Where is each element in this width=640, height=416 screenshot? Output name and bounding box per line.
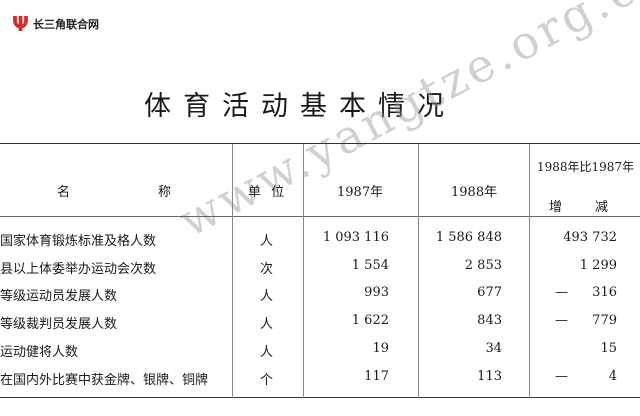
watermark: www.yangtze.org.cn — [170, 0, 640, 248]
table-top-rule — [0, 143, 640, 144]
row-change: 15 — [600, 341, 617, 356]
row-1988: 1 586 848 — [435, 230, 502, 245]
row-change: 1 299 — [579, 258, 617, 273]
header-1988: 1988年 — [451, 185, 498, 200]
header-change-increase: 增 — [549, 200, 563, 215]
row-unit: 人 — [260, 234, 274, 249]
row-1988: 2 853 — [464, 258, 502, 273]
row-1987: 117 — [364, 369, 389, 384]
row-unit: 次 — [260, 262, 274, 277]
column-divider — [232, 144, 233, 398]
row-change: 4 — [608, 369, 617, 384]
row-unit: 人 — [260, 289, 274, 304]
row-change-sign: — — [555, 285, 568, 300]
row-1987: 993 — [364, 285, 389, 300]
header-change-decrease: 减 — [595, 200, 609, 215]
row-1987: 19 — [372, 341, 389, 356]
page-title: 体育活动基本情况 — [144, 91, 456, 122]
row-unit: 个 — [260, 373, 274, 388]
row-1987: 1 093 116 — [322, 230, 389, 245]
column-divider — [418, 144, 419, 398]
row-name: 在国内外比赛中获金牌、银牌、铜牌 — [0, 373, 209, 388]
header-1987: 1987年 — [337, 185, 384, 200]
row-change-sign: — — [555, 313, 568, 328]
row-unit: 人 — [260, 317, 274, 332]
row-change-sign: — — [555, 369, 568, 384]
header-name-right: 称 — [158, 185, 172, 200]
column-divider — [303, 144, 304, 398]
header-rule — [0, 216, 640, 217]
row-1988: 113 — [477, 369, 502, 384]
row-1988: 34 — [485, 341, 502, 356]
row-unit: 人 — [260, 345, 274, 360]
row-change: 316 — [592, 285, 617, 300]
table-bottom-rule — [0, 397, 640, 398]
row-change: 493 732 — [563, 230, 617, 245]
row-name: 等级裁判员发展人数 — [0, 317, 118, 332]
column-divider — [529, 144, 530, 398]
header-name-left: 名 — [57, 185, 71, 200]
row-1988: 843 — [477, 313, 502, 328]
header-unit: 单 位 — [248, 185, 285, 200]
row-1987: 1 622 — [351, 313, 389, 328]
row-name: 等级运动员发展人数 — [0, 289, 118, 304]
logo-text: 长三角联合网 — [33, 18, 99, 31]
row-change: 779 — [592, 313, 617, 328]
row-name: 运动健将人数 — [0, 345, 79, 360]
row-name: 国家体育锻炼标准及格人数 — [0, 234, 157, 249]
row-1987: 1 554 — [351, 258, 389, 273]
row-name: 县以上体委举办运动会次数 — [0, 262, 157, 277]
logo-psi-icon: Ψ — [12, 12, 29, 36]
site-logo: Ψ 长三角联合网 — [12, 14, 99, 34]
row-1988: 677 — [477, 285, 502, 300]
header-change: 1988年比1987年 — [537, 160, 635, 174]
